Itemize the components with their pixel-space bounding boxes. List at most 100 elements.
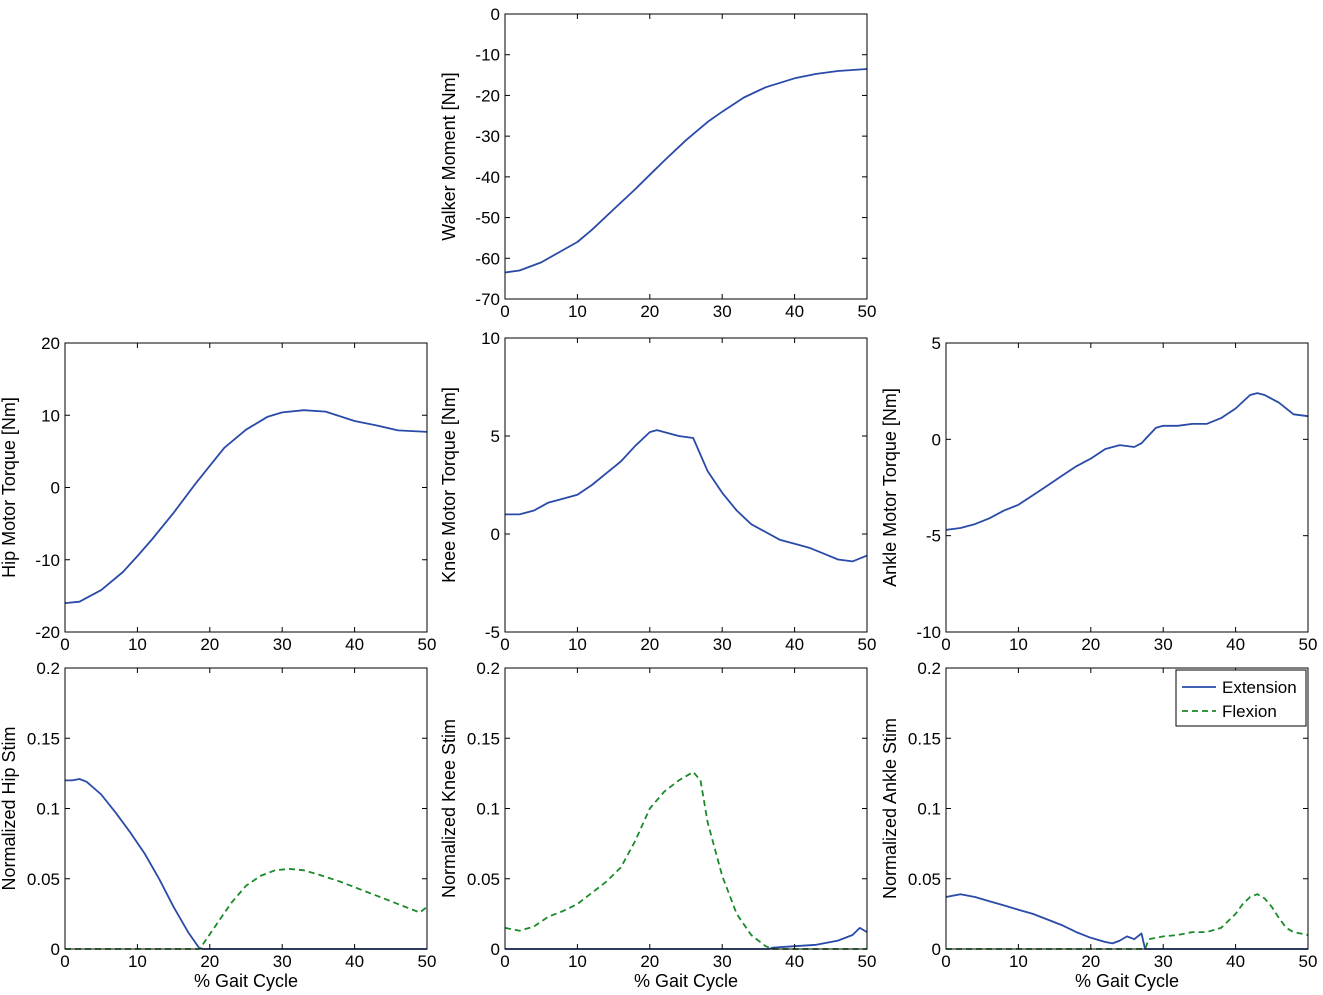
x-tick-label: 20 (1081, 952, 1100, 971)
y-tick-label: 0.2 (476, 659, 500, 678)
y-tick-label: 0.15 (27, 729, 60, 748)
y-tick-label: -5 (926, 527, 941, 546)
y-tick-label: 0.15 (908, 729, 941, 748)
x-tick-label: 10 (128, 635, 147, 654)
chart-ankle-torque: 0 10 20 30 40 50 -10 -5 0 5 Ankle Motor Torque [Nm… (880, 334, 1317, 654)
legend-label-flexion: Flexion (1222, 702, 1277, 721)
y-tick-label: 10 (481, 329, 500, 348)
x-tick-label: 50 (858, 635, 877, 654)
y-tick-label: 0 (932, 940, 941, 959)
y-tick-label: -5 (485, 623, 500, 642)
y-tick-label: -20 (475, 86, 500, 105)
y-axis-label: Normalized Hip Stim (0, 726, 19, 890)
y-tick-label: 5 (491, 427, 500, 446)
series-line-flexion (65, 869, 427, 949)
y-tick-label: 5 (932, 334, 941, 353)
plot-frame (65, 343, 427, 632)
series-line-extension (65, 779, 427, 949)
x-tick-label: 30 (713, 635, 732, 654)
x-tick-label: 30 (273, 635, 292, 654)
y-tick-label: -50 (475, 209, 500, 228)
y-tick-label: 0.1 (36, 800, 60, 819)
y-tick-label: -10 (916, 623, 941, 642)
x-tick-label: 10 (1009, 635, 1028, 654)
x-tick-label: 20 (640, 635, 659, 654)
y-tick-label: 10 (41, 406, 60, 425)
x-axis-label: % Gait Cycle (1075, 971, 1179, 991)
y-axis-label: Normalized Knee Stim (439, 719, 459, 898)
x-tick-label: 30 (713, 952, 732, 971)
x-tick-label: 50 (1299, 635, 1318, 654)
x-tick-label: 0 (941, 635, 950, 654)
y-tick-label: -30 (475, 127, 500, 146)
y-axis-label: Knee Motor Torque [Nm] (439, 387, 459, 583)
series-line-extension (505, 430, 867, 561)
chart-walker: 0 10 20 30 40 50 -70 -60 -50 -40 -30 -20 -10 0 Walker … (439, 5, 876, 321)
y-tick-label: 0 (491, 940, 500, 959)
x-tick-label: 0 (500, 635, 509, 654)
series-line-extension (505, 928, 867, 949)
x-tick-label: 0 (60, 635, 69, 654)
x-tick-label: 20 (200, 952, 219, 971)
legend: Extension Flexion (1176, 670, 1306, 726)
x-tick-label: 40 (345, 952, 364, 971)
x-tick-label: 50 (1299, 952, 1318, 971)
series-line-flexion (505, 772, 867, 949)
y-tick-label: 0.15 (467, 729, 500, 748)
y-tick-label: 0 (51, 479, 60, 498)
y-tick-label: 0.2 (36, 659, 60, 678)
y-tick-label: -60 (475, 249, 500, 268)
y-axis-label: Hip Motor Torque [Nm] (0, 397, 19, 578)
y-tick-label: 0 (932, 430, 941, 449)
x-tick-label: 40 (1226, 635, 1245, 654)
x-tick-label: 50 (858, 952, 877, 971)
chart-hip-stim: 0 10 20 30 40 50 0 0.05 0.1 0.15 0.2 Normalized Hip… (0, 659, 436, 991)
x-tick-label: 20 (640, 952, 659, 971)
x-tick-label: 30 (273, 952, 292, 971)
x-tick-label: 20 (640, 302, 659, 321)
series-line-extension (946, 894, 1308, 949)
series-line-flexion (946, 894, 1308, 949)
x-tick-label: 40 (785, 635, 804, 654)
y-axis-label: Ankle Motor Torque [Nm] (880, 388, 900, 587)
x-tick-label: 20 (1081, 635, 1100, 654)
x-axis-label: % Gait Cycle (194, 971, 298, 991)
y-tick-label: 0.05 (467, 870, 500, 889)
y-axis-label: Normalized Ankle Stim (880, 718, 900, 899)
x-tick-label: 30 (1154, 952, 1173, 971)
x-axis-label: % Gait Cycle (634, 971, 738, 991)
chart-ankle-stim: 0 10 20 30 40 50 0 0.05 0.1 0.15 0.2 Normalized Ank… (880, 659, 1317, 991)
x-tick-label: 50 (418, 952, 437, 971)
y-tick-label: -10 (35, 551, 60, 570)
plot-frame (946, 343, 1308, 632)
x-tick-label: 30 (1154, 635, 1173, 654)
y-tick-label: 0.2 (917, 659, 941, 678)
x-tick-label: 0 (941, 952, 950, 971)
x-tick-label: 50 (418, 635, 437, 654)
y-tick-label: 0.1 (476, 800, 500, 819)
x-tick-label: 0 (60, 952, 69, 971)
x-tick-label: 10 (128, 952, 147, 971)
y-tick-label: 0 (491, 5, 500, 24)
chart-hip-torque: 0 10 20 30 40 50 -20 -10 0 10 20 Hip Motor Torque [… (0, 334, 436, 654)
y-axis-label: Walker Moment [Nm] (439, 72, 459, 240)
y-tick-label: 0.05 (27, 870, 60, 889)
y-tick-label: -40 (475, 168, 500, 187)
y-tick-label: 20 (41, 334, 60, 353)
series-line-extension (946, 393, 1308, 530)
y-tick-label: -10 (475, 46, 500, 65)
x-tick-label: 10 (568, 635, 587, 654)
y-tick-label: -70 (475, 290, 500, 309)
plot-frame (505, 668, 867, 949)
y-tick-label: 0 (491, 525, 500, 544)
series-line-extension (65, 410, 427, 603)
x-tick-label: 10 (1009, 952, 1028, 971)
plot-frame (65, 668, 427, 949)
x-tick-label: 0 (500, 302, 509, 321)
x-tick-label: 0 (500, 952, 509, 971)
x-tick-label: 10 (568, 952, 587, 971)
y-tick-label: -20 (35, 623, 60, 642)
legend-label-extension: Extension (1222, 678, 1297, 697)
